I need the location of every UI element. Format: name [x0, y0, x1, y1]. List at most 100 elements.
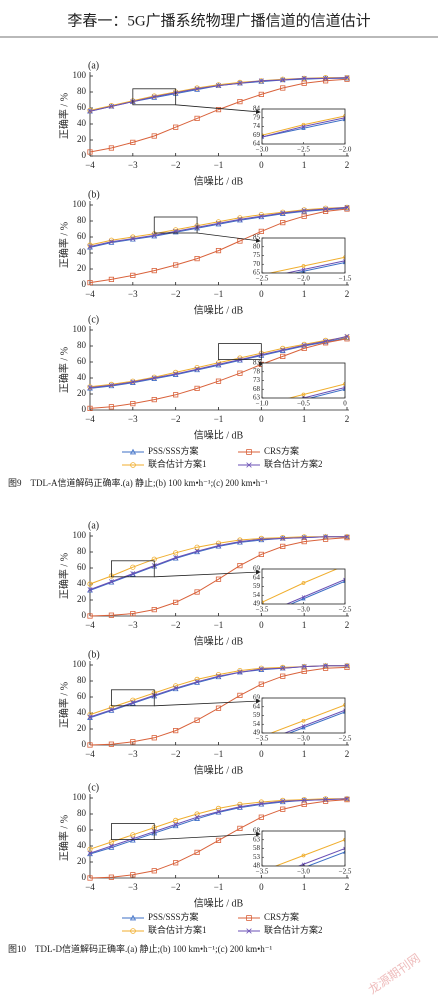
marker-x — [280, 798, 286, 804]
marker-x — [385, 251, 388, 254]
marker-square — [385, 390, 388, 393]
marker-circle — [427, 538, 430, 541]
y-tick-label: 40 — [77, 578, 87, 588]
y-tick-label: 60 — [77, 691, 87, 701]
y-tick-label: 0 — [82, 404, 87, 414]
marker-square — [130, 739, 136, 745]
x-tick-label: 1 — [302, 160, 307, 170]
marker-x — [173, 371, 179, 377]
marker-circle — [173, 369, 179, 375]
inset-x-tick-label: 0 — [343, 400, 347, 408]
marker-x — [427, 242, 430, 245]
series-line — [89, 536, 347, 585]
x-tick-label: 0 — [259, 289, 264, 299]
inset-y-tick-label: 78 — [253, 367, 261, 375]
y-tick-label: 100 — [73, 792, 87, 802]
x-tick-label: −3 — [128, 749, 138, 759]
series-line — [308, 388, 345, 398]
chart: (b) 0 20 40 60 80 100 −4 −3 −2 −1 0 1 2 信噪比 / dB 正确率 / … — [57, 649, 430, 820]
marker-x — [343, 385, 345, 390]
y-axis-label: 正确率 / % — [57, 815, 70, 861]
marker-circle — [385, 550, 388, 553]
marker-x — [108, 103, 114, 109]
inset-y-tick-label: 64 — [253, 702, 261, 710]
y-tick-label: 80 — [77, 340, 87, 350]
marker-x — [151, 232, 157, 238]
marker-x — [194, 86, 200, 92]
x-tick-label: −1 — [214, 749, 224, 759]
marker-x — [237, 216, 243, 222]
marker-x — [130, 700, 136, 706]
marker-x — [219, 894, 222, 897]
marker-square — [130, 400, 136, 407]
y-tick-label: 60 — [77, 824, 87, 834]
inset-x-tick-label: −2.5 — [339, 606, 352, 614]
marker-circle — [53, 451, 56, 454]
marker-x — [151, 375, 157, 381]
inset-y-tick-label: 63 — [253, 394, 261, 402]
marker-square — [302, 426, 305, 429]
marker-square — [108, 404, 115, 410]
series-line — [274, 839, 345, 866]
marker-square — [173, 599, 179, 606]
marker-square — [130, 272, 136, 279]
series-line — [269, 704, 345, 733]
marker-triangle — [301, 596, 306, 601]
marker-circle — [258, 212, 264, 218]
y-tick-label: 100 — [73, 199, 87, 209]
marker-square — [427, 289, 430, 292]
series-line — [89, 208, 348, 284]
marker-x — [173, 685, 179, 691]
marker-square — [151, 735, 157, 741]
chart: (a) 0 20 40 60 80 100 −4 −3 −2 −1 0 1 2 信噪比 / dB 正确率 / … — [57, 520, 430, 647]
marker-x — [136, 437, 139, 440]
marker-square — [87, 742, 93, 748]
marker-x — [385, 108, 388, 111]
x-tick-label: −3 — [128, 882, 138, 892]
y-tick-label: 0 — [82, 279, 87, 289]
y-tick-label: 20 — [77, 134, 87, 144]
series-line — [89, 338, 348, 409]
marker-square — [219, 817, 222, 820]
marker-circle — [344, 564, 347, 567]
x-tick-label: −3 — [128, 160, 138, 170]
marker-triangle — [136, 439, 139, 442]
marker-triangle — [342, 117, 345, 122]
figure-caption: 图9 TDL-A信道解码正确率.(a) 静止;(b) 100 km•h⁻¹;(c… — [8, 477, 268, 488]
y-tick-label: 20 — [77, 856, 87, 866]
x-tick-label: 2 — [345, 882, 350, 892]
marker-circle — [343, 255, 345, 260]
x-axis-label: 信噪比 / dB — [194, 175, 244, 187]
marker-x — [258, 666, 264, 672]
marker-x — [130, 836, 136, 842]
marker-square — [215, 378, 222, 384]
y-tick-label: 80 — [77, 215, 87, 225]
zoom-box — [132, 88, 177, 106]
marker-triangle — [427, 244, 430, 247]
inset-x-tick-label: −3.5 — [256, 606, 269, 614]
marker-circle — [385, 247, 388, 250]
y-tick-label: 40 — [77, 707, 87, 717]
inset-x-tick-label: −2.5 — [339, 868, 352, 876]
marker-circle — [301, 207, 307, 213]
marker-square — [194, 255, 200, 262]
marker-triangle — [427, 681, 430, 684]
marker-triangle — [301, 125, 306, 130]
marker-triangle — [178, 157, 181, 160]
marker-triangle — [136, 303, 139, 306]
inset-y-tick-label: 68 — [253, 827, 261, 835]
zoom-arrow — [154, 831, 261, 840]
y-axis-label: 正确率 / % — [57, 347, 70, 393]
y-tick-label: 60 — [77, 562, 87, 572]
legend-label: CRS方案 — [264, 911, 299, 922]
x-tick-label: 1 — [302, 882, 307, 892]
panel-label: (c) — [88, 314, 99, 325]
x-tick-label: −4 — [85, 620, 95, 630]
marker-square — [344, 328, 347, 331]
panel-label: (a) — [88, 60, 99, 71]
x-tick-label: −1 — [214, 620, 224, 630]
marker-circle — [130, 928, 136, 934]
marker-triangle — [219, 286, 222, 289]
marker-square — [280, 85, 286, 91]
